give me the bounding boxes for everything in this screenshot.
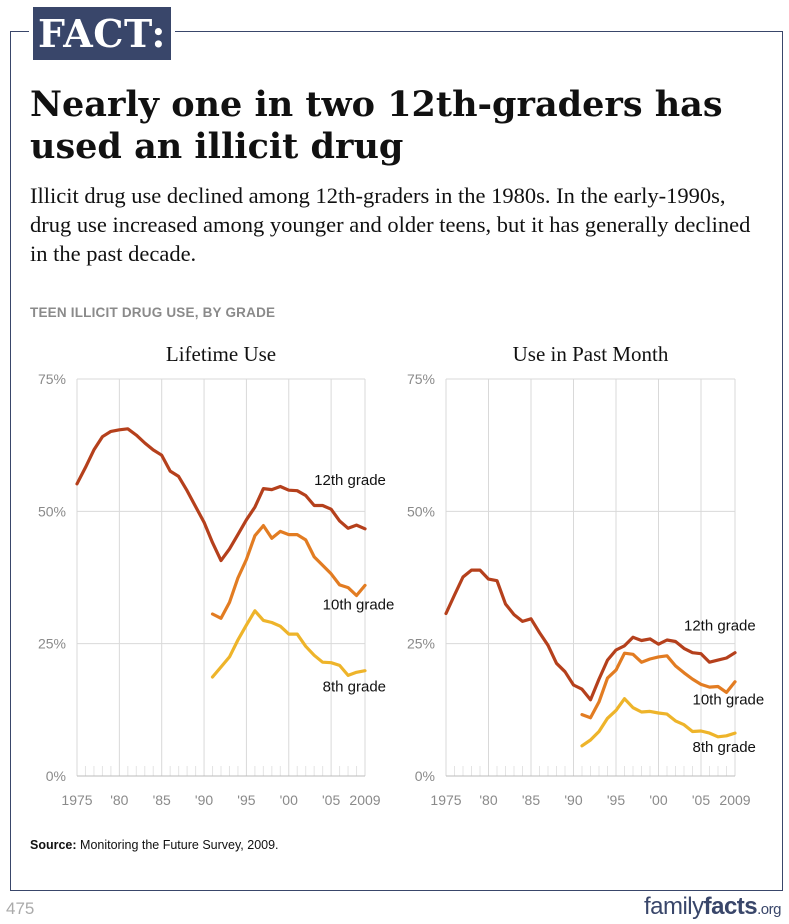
- x-tick-label: '80: [110, 792, 128, 808]
- brand-logo[interactable]: familyfacts.org: [643, 893, 782, 921]
- x-tick-label: 1975: [430, 792, 461, 808]
- y-tick-label: 75%: [38, 371, 66, 387]
- series-label: 10th grade: [693, 692, 765, 709]
- x-tick-label: '00: [280, 792, 298, 808]
- y-tick-label: 25%: [38, 636, 66, 652]
- x-tick-label: '90: [564, 792, 582, 808]
- x-tick-label: 1975: [61, 792, 92, 808]
- content-frame: [10, 31, 783, 891]
- y-tick-label: 75%: [407, 371, 435, 387]
- series-line-10th-grade: [580, 651, 737, 720]
- y-tick-label: 50%: [38, 503, 66, 519]
- chart-section-label: TEEN ILLICIT DRUG USE, BY GRADE: [30, 305, 276, 320]
- series-label: 12th grade: [314, 472, 386, 489]
- series-line-10th-grade: [210, 524, 367, 620]
- series-line-8th-grade: [210, 609, 367, 679]
- x-tick-label: '80: [479, 792, 497, 808]
- y-tick-label: 50%: [407, 503, 435, 519]
- page-number: 475: [6, 899, 35, 918]
- x-tick-label: '05: [692, 792, 710, 808]
- chart-title: Lifetime Use: [166, 342, 276, 366]
- x-tick-label: '95: [237, 792, 255, 808]
- brand-part-family: family: [643, 893, 704, 920]
- chart-title: Use in Past Month: [513, 342, 669, 366]
- x-tick-label: '95: [607, 792, 625, 808]
- series-line-8th-grade: [580, 697, 737, 748]
- series-line-12th-grade: [75, 427, 367, 563]
- series-label: 8th grade: [693, 739, 756, 756]
- x-tick-label: '90: [195, 792, 213, 808]
- y-tick-label: 0%: [46, 768, 66, 784]
- brand-part-facts: facts: [703, 893, 758, 920]
- source-note: Source: Monitoring the Future Survey, 20…: [30, 838, 279, 852]
- source-label: Source:: [30, 838, 77, 852]
- series-label: 8th grade: [323, 678, 386, 695]
- x-tick-label: '85: [522, 792, 540, 808]
- x-tick-label: 2009: [349, 792, 380, 808]
- series-label: 10th grade: [323, 596, 395, 613]
- x-tick-label: '85: [153, 792, 171, 808]
- y-tick-label: 25%: [407, 636, 435, 652]
- x-tick-label: '05: [322, 792, 340, 808]
- headline: Nearly one in two 12th-graders has used …: [30, 84, 723, 167]
- brand-part-org: .org: [757, 901, 781, 918]
- charts-area: Lifetime Use 0% 25% 50% 75% 1975 '80 '85 '90 '95 '…: [38, 342, 765, 808]
- series-line-12th-grade: [444, 568, 737, 702]
- subheadline: Illicit drug use declined among 12th-gra…: [30, 183, 751, 266]
- fact-badge: FACT:: [33, 7, 171, 60]
- x-tick-label: '00: [649, 792, 667, 808]
- source-text: Monitoring the Future Survey, 2009.: [80, 838, 279, 852]
- y-tick-label: 0%: [415, 768, 435, 784]
- series-label: 12th grade: [684, 617, 756, 634]
- x-tick-label: 2009: [719, 792, 750, 808]
